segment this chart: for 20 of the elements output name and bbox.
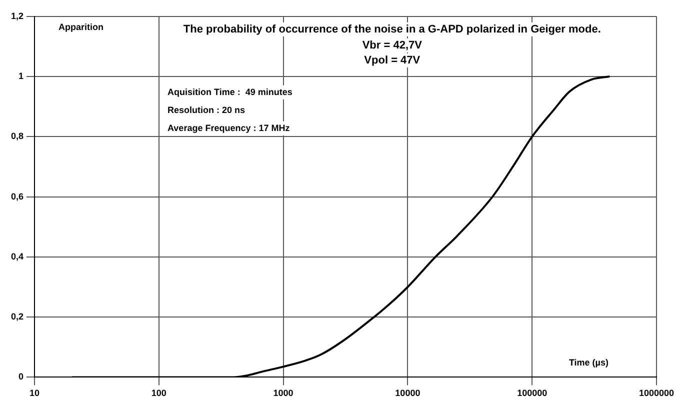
x-axis-title: Time (µs) [568, 358, 608, 368]
x-tick-label: 10000 [395, 388, 420, 398]
x-tick-label: 100000 [517, 388, 548, 398]
x-tick-label: 10 [30, 388, 40, 398]
annotation: Aquisition Time : 49 minutes [168, 86, 292, 97]
text: The probability of occurrence of the noise in a G-APD polarized in Geiger mode. [183, 23, 601, 36]
y-tick-label: 0 [18, 372, 24, 382]
text: Vbr = 42,7V Vpol = 47V [362, 39, 423, 66]
y-tick-label: 0,4 [10, 251, 24, 262]
annotation: Average Frequency : 17 MHz [168, 122, 290, 133]
y-axis-title: Apparition [58, 22, 104, 32]
x-tick-label: 100 [151, 388, 166, 398]
annotation: Resolution : 20 ns [168, 104, 246, 115]
x-tick-label: 1000 [273, 388, 294, 398]
x-tick-label: 1000000 [638, 388, 674, 398]
y-tick-label: 1,2 [10, 10, 24, 21]
y-tick-label: 1 [18, 71, 24, 82]
y-tick-label: 0,2 [10, 312, 24, 322]
y-tick-label: 0,8 [10, 131, 24, 142]
y-tick-label: 0,6 [10, 191, 24, 202]
